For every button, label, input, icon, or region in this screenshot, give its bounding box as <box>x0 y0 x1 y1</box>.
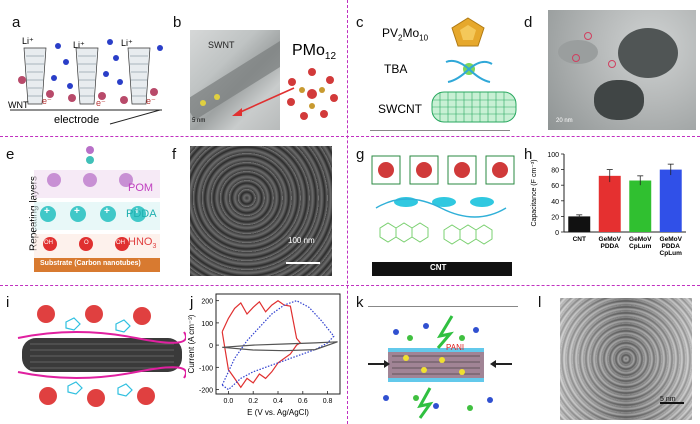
panel-e-pdda-label: PDDA <box>126 208 157 220</box>
x-tick-label: GeMoV <box>660 236 683 243</box>
panel-e-plus-1: + <box>44 206 50 217</box>
panel-b-tem-image <box>190 30 280 130</box>
tba-molecule-icon <box>445 59 493 83</box>
panel-e-plus-3: + <box>104 206 110 217</box>
bar-2 <box>629 180 652 232</box>
panel-e-label: e <box>6 146 15 163</box>
pmo12-cluster-icon <box>287 68 338 120</box>
y-tick-label: 100 <box>547 152 559 159</box>
panel-e-o: O <box>84 240 89 246</box>
x-tick-label: PDDA <box>662 243 681 250</box>
x-tick-label: 0.4 <box>273 398 283 405</box>
panel-i-label: i <box>6 294 10 311</box>
panel-b-pmo-label: PMo12 <box>292 42 337 63</box>
panel-a-li-3: Li⁺ <box>121 38 133 48</box>
panel-a-label: a <box>12 14 21 31</box>
panel-a-schematic <box>10 39 163 125</box>
y-tick-label: -200 <box>199 388 213 395</box>
panel-a-wnt: WNT <box>8 100 29 110</box>
panel-k-schematic <box>368 315 512 419</box>
x-tick-label: 0.8 <box>323 398 333 405</box>
panel-f-sem-image <box>190 146 332 276</box>
panel-b-swnt: SWNT <box>208 40 235 50</box>
panel-a-e-2: e⁻ <box>96 98 106 108</box>
y-axis-label: Current (A cm⁻³) <box>187 314 196 373</box>
panel-c-swcnt-label: SWCNT <box>378 102 422 116</box>
panel-e-layer-schematic <box>34 146 160 272</box>
panel-j-label: j <box>190 294 194 311</box>
y-tick-label: 0 <box>209 343 213 350</box>
panel-f-label: f <box>172 146 177 163</box>
panel-d-tem-image <box>548 10 696 130</box>
y-tick-label: 0 <box>555 230 559 237</box>
x-tick-label: 0.2 <box>248 398 258 405</box>
bar-0 <box>568 216 591 232</box>
panel-d-scale: 20 nm <box>556 118 573 124</box>
bar-3 <box>659 169 682 232</box>
panel-k-label: k <box>356 294 364 311</box>
panel-f-scale: 100 nm <box>288 236 315 245</box>
panel-b-scale: 5 nm <box>192 118 206 124</box>
panel-c-tba-label: TBA <box>384 62 408 76</box>
panel-e-substrate: Substrate (Carbon nanotubes) <box>40 260 141 267</box>
panel-a-li-1: Li⁺ <box>22 36 34 46</box>
divider-horizontal-2 <box>0 285 700 286</box>
y-tick-label: 100 <box>201 321 213 328</box>
series-a-line <box>222 341 338 352</box>
x-tick-label: CNT <box>573 236 586 243</box>
panel-a-e-3: e⁻ <box>146 96 156 106</box>
panel-d-label: d <box>524 14 533 31</box>
panel-l-scale: 5 nm <box>660 396 676 403</box>
x-tick-label: CpLum <box>629 243 652 250</box>
x-tick-label: GeMoV <box>599 236 622 243</box>
panel-b-label: b <box>173 14 182 31</box>
panel-i-schematic <box>17 305 186 407</box>
panel-e-plus-4: + <box>134 206 140 217</box>
x-tick-label: 0.0 <box>224 398 234 405</box>
panel-c-pv-label: PV2Mo10 <box>382 26 429 43</box>
panel-e-oh-1: OH <box>44 240 53 246</box>
y-tick-label: 200 <box>201 299 213 306</box>
panel-l-label: l <box>538 294 542 311</box>
panel-l-tem-image <box>560 298 692 420</box>
x-tick-label: CpLum <box>660 250 683 257</box>
x-axis-label: E (V vs. Ag/AgCl) <box>247 408 309 417</box>
cyclic-voltammetry-chart: -200 -100 0 100 200 0.0 0.2 0.4 0.6 0.8 E (V vs. A… <box>187 293 341 417</box>
panel-g-cnt-label: CNT <box>430 263 447 272</box>
y-axis-label: Capacitance (F cm⁻³) <box>531 159 538 226</box>
swcnt-tube-icon <box>431 91 517 123</box>
divider-horizontal-1 <box>0 136 700 137</box>
panel-k-pani: PANI <box>446 343 465 352</box>
bar-1 <box>598 175 621 232</box>
divider-vertical <box>347 0 348 424</box>
panel-k-topline <box>368 306 518 307</box>
x-tick-label: PDDA <box>601 243 620 250</box>
panel-g-schematic <box>371 155 515 276</box>
panel-b-arrow <box>232 87 295 116</box>
x-tick-label: GeMoV <box>629 236 652 243</box>
y-tick-label: 20 <box>551 214 559 221</box>
y-tick-label: 80 <box>551 168 559 175</box>
panel-g-label: g <box>356 146 365 163</box>
panel-e-hno3-label: HNO3 <box>128 236 157 251</box>
panel-e-pom-label: POM <box>128 182 154 194</box>
panel-h-label: h <box>524 146 533 163</box>
series-b-line <box>221 300 335 391</box>
y-tick-label: 40 <box>551 199 559 206</box>
panel-e-oh-2: OH <box>116 240 125 246</box>
panel-c-baseline <box>370 130 510 131</box>
polyoxometalate-icon <box>451 17 485 47</box>
panel-e-plus-2: + <box>74 206 80 217</box>
panel-a-electrode: electrode <box>54 114 100 126</box>
panel-c-label: c <box>356 14 364 31</box>
x-tick-label: 0.6 <box>298 398 308 405</box>
panel-a-e-1: e⁻ <box>42 96 52 106</box>
y-tick-label: -100 <box>199 365 213 372</box>
panel-a-li-2: Li⁺ <box>73 40 85 50</box>
capacitance-bar-chart: 0 20 40 60 80 100 Capacitance (F cm⁻³) CNT GeMoV… <box>531 152 686 257</box>
y-tick-label: 60 <box>551 183 559 190</box>
